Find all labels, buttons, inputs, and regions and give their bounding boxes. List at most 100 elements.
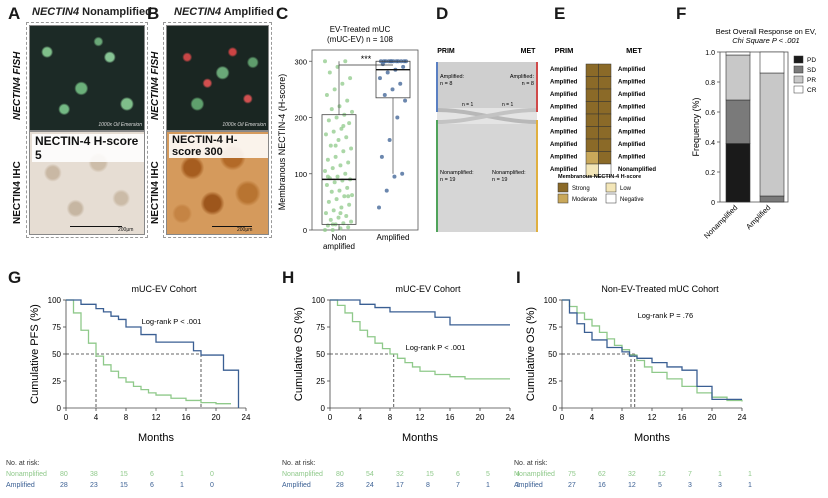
panel-e-row-left-label: Amplified: [550, 167, 578, 173]
panel-e-row-right-label: Amplified: [618, 67, 646, 73]
panel-c-data-point: [390, 87, 395, 92]
panel-c-data-point: [332, 180, 337, 185]
panel-c-data-point: [340, 81, 345, 86]
risk-value-amplified: 1: [748, 482, 752, 489]
panel-f-bar-segment: [725, 99, 751, 144]
risk-label-amplified: Amplified: [514, 482, 543, 489]
panel-e-prim-cell: [585, 88, 599, 102]
panel-f-ytick-label: 1.0: [705, 50, 715, 57]
panel-e-met-cell: [598, 163, 612, 177]
panel-b-mag-note: 1000x Oil Emersion: [222, 122, 266, 128]
panel-c-data-point: [377, 76, 382, 81]
panel-c-chart: EV-Treated mUC (mUC-EV) n = 108 Membrano…: [277, 25, 419, 251]
risk-value-nonamplified: 32: [628, 471, 636, 478]
panel-f-legend-swatch: [793, 65, 804, 74]
km-xtick-label: 8: [388, 413, 393, 422]
panel-c-xcat-amp: Amplified: [377, 233, 410, 242]
risk-value-nonamplified: 6: [456, 471, 460, 478]
panel-c-data-point: [387, 138, 392, 142]
risk-value-nonamplified: 62: [598, 471, 606, 478]
km-xtick-label: 24: [242, 413, 251, 422]
panel-a-ihc-overlay: NECTIN-4 H-score 5: [32, 134, 144, 162]
panel-c-xcat-non-1: Non: [332, 233, 347, 242]
i-title: Non-EV-Treated mUC Cohort: [601, 284, 719, 294]
panel-e-row-right-label: Amplified: [618, 117, 646, 123]
km-xtick-label: 4: [358, 413, 363, 422]
panel-f-ytick-label: 0.6: [705, 110, 715, 117]
panel-c-data-point: [323, 211, 328, 216]
panel-f-title-2: Chi Square P < .001: [732, 36, 799, 45]
km-xtick-label: 4: [94, 413, 99, 422]
panel-e-met-cell: [598, 126, 612, 140]
panel-c-data-point: [327, 70, 332, 75]
panel-e-row-left-label: Amplified: [550, 155, 578, 161]
panel-f-legend-swatch: [793, 55, 804, 64]
panel-d-cross-right: n = 1: [502, 102, 513, 108]
km-curve-nonamplified: [330, 299, 510, 380]
panel-f-plot-frame: [719, 51, 789, 203]
panel-b-scalebar-label: 200μm: [237, 227, 253, 233]
panel-c-data-point: [323, 132, 328, 137]
panel-c-data-point: [341, 149, 346, 154]
g-ylabel: Cumulative PFS (%): [29, 304, 41, 404]
risk-value-nonamplified: 54: [366, 471, 374, 478]
km-curve-amplified: [66, 299, 240, 408]
panel-c-data-point: [337, 104, 342, 109]
km-xtick-label: 0: [328, 413, 333, 422]
km-xtick-label: 16: [446, 413, 455, 422]
panel-f-ytick-label: 0.4: [705, 140, 715, 147]
risk-value-nonamplified: 80: [60, 471, 68, 478]
panel-c-data-point: [336, 138, 341, 142]
panel-c-data-point: [398, 81, 403, 86]
km-ytick-label: 75: [548, 323, 557, 332]
panel-f-ytick-label: 0.2: [705, 170, 715, 177]
panel-h-km-chart: mUC-EV Cohort Cumulative OS (%) Months 0 25 5…: [293, 284, 515, 444]
risk-value-nonamplified: 1: [718, 471, 722, 478]
km-ytick-label: 100: [312, 296, 326, 305]
km-curve-amplified: [330, 299, 510, 326]
panel-f-bar-segment: [725, 51, 751, 56]
panel-e-met-cell: [598, 138, 612, 152]
panel-e-prim-cell: [585, 63, 599, 77]
panel-d-cross-left: n = 1: [462, 102, 473, 108]
g-xlabel: Months: [138, 432, 175, 444]
panel-d-flow-cross-2: [437, 108, 537, 124]
panel-c-data-point: [347, 202, 352, 207]
panel-f-bars: [725, 51, 785, 203]
panel-e-prim-cell: [585, 76, 599, 90]
panel-c-xcat-non-2: amplified: [323, 242, 355, 251]
panel-f-legend-swatch: [793, 75, 804, 84]
panel-c-data-point: [343, 59, 348, 64]
panel-c-data-point: [326, 199, 331, 204]
h-title: mUC-EV Cohort: [395, 284, 461, 294]
risk-value-amplified: 24: [366, 482, 374, 489]
panel-e-row-left-label: Amplified: [550, 142, 578, 148]
km-ytick-label: 50: [52, 350, 61, 359]
panel-a-scalebar-label: 200μm: [118, 227, 134, 233]
panel-c-data-point: [339, 205, 344, 210]
panel-e-legend-low-swatch: [605, 182, 617, 193]
panel-c-ytick-label: 0: [303, 226, 307, 235]
km-ytick-label: 50: [316, 350, 325, 359]
risk-value-nonamplified: 32: [396, 471, 404, 478]
panel-c-data-point: [331, 129, 336, 134]
risk-value-amplified: 15: [120, 482, 128, 489]
panel-c-data-point: [325, 174, 330, 179]
panel-b-title-rest: Amplified: [221, 6, 274, 18]
panel-e-row-right-label: Amplified: [618, 155, 646, 161]
panel-c-data-point: [385, 70, 390, 75]
panel-c-data-point: [338, 211, 343, 216]
panel-c-data-point: [346, 225, 351, 230]
panel-a-title-gene: NECTIN4: [32, 6, 80, 18]
panel-c-data-point: [392, 174, 397, 179]
risk-value-amplified: 6: [150, 482, 154, 489]
panel-e-left-header: PRIM: [555, 46, 574, 55]
panel-letter-e: E: [554, 4, 566, 23]
panel-c-data-point: [333, 143, 338, 148]
km-xtick-label: 8: [124, 413, 129, 422]
panel-a-fish-image: 1000x Oil Emersion: [29, 25, 145, 131]
panel-c-data-point: [345, 98, 350, 103]
panel-a-title: NECTIN4 Nonamplified: [32, 6, 152, 18]
panel-d-amp-right: Amplified:: [510, 74, 535, 80]
panel-b-fish-image: 1000x Oil Emersion: [166, 25, 269, 131]
